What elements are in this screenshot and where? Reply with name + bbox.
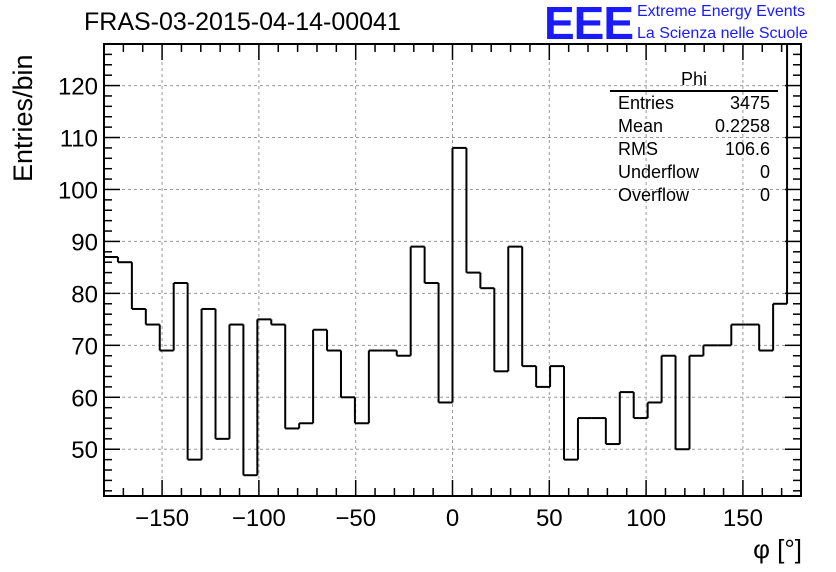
y-tick-label: 120 xyxy=(58,74,98,101)
stats-value: 0.2258 xyxy=(714,116,770,136)
stats-row: Underflow 0 xyxy=(610,161,778,184)
logo-line-1: Extreme Energy Events xyxy=(637,3,806,20)
stats-row: Mean 0.2258 xyxy=(610,115,778,138)
x-tick-label: −100 xyxy=(232,505,286,532)
stats-value: 3475 xyxy=(729,93,770,113)
x-tick-label: 150 xyxy=(723,505,763,532)
y-tick-label: 100 xyxy=(58,177,98,204)
y-axis-label: Entries/bin xyxy=(8,54,38,182)
stats-label: Overflow xyxy=(618,185,690,205)
run-title: FRAS-03-2015-04-14-00041 xyxy=(84,8,401,36)
y-tick-label: 70 xyxy=(71,333,98,360)
stats-label: Underflow xyxy=(618,162,700,182)
stats-label: Entries xyxy=(618,93,675,113)
y-tick-label: 60 xyxy=(71,385,98,412)
x-tick-label: 50 xyxy=(536,505,563,532)
x-tick-label: −50 xyxy=(335,505,376,532)
stats-rows: Entries 3475 Mean 0.2258 RMS 106.6 Underflow 0 O… xyxy=(610,92,778,207)
stats-value: 106.6 xyxy=(724,139,770,159)
stats-row: Entries 3475 xyxy=(610,92,778,115)
y-tick-label: 110 xyxy=(60,126,98,153)
x-tick-label: 0 xyxy=(446,505,459,532)
stats-row: RMS 106.6 xyxy=(610,138,778,161)
stats-label: RMS xyxy=(618,139,658,159)
eee-logo: EEE xyxy=(544,0,634,49)
stats-value: 0 xyxy=(759,185,770,205)
x-tick-label: 100 xyxy=(626,505,666,532)
stats-label: Mean xyxy=(618,116,664,136)
x-axis-label: φ [°] xyxy=(753,534,802,564)
stats-value: 0 xyxy=(759,162,770,182)
y-tick-label: 50 xyxy=(71,437,98,464)
stats-row: Overflow 0 xyxy=(610,184,778,207)
stats-box: Phi Entries 3475 Mean 0.2258 RMS 106.6 Underfl… xyxy=(610,68,778,207)
x-tick-label: −150 xyxy=(135,505,189,532)
logo-line-2: La Scienza nelle Scuole xyxy=(637,25,808,42)
y-tick-label: 80 xyxy=(71,281,98,308)
y-tick-label: 90 xyxy=(71,229,98,256)
stats-title: Phi xyxy=(610,68,778,92)
